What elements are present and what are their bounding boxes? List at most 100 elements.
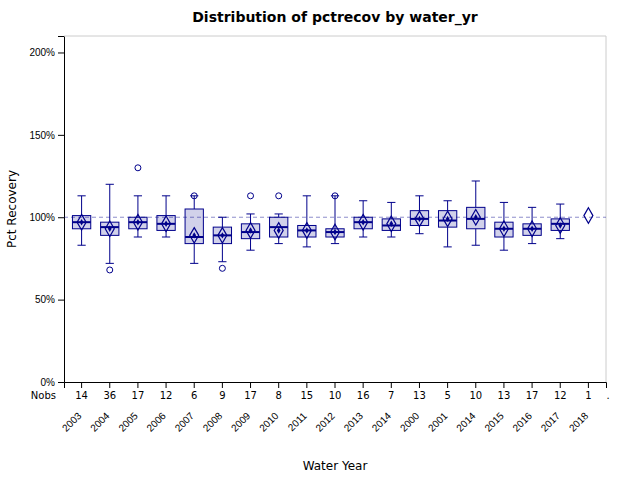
box <box>523 224 541 236</box>
tick-mark <box>391 382 392 388</box>
whisker-cap-lower <box>162 237 170 238</box>
box <box>467 207 485 228</box>
whisker-cap-lower <box>246 250 254 251</box>
tick-label: 2006 <box>144 410 168 434</box>
whisker-lower <box>475 229 476 245</box>
whisker-upper <box>222 217 223 227</box>
nobs-value: 17 <box>526 390 539 401</box>
whisker-cap-upper <box>415 195 423 196</box>
mean-marker <box>387 216 396 232</box>
box-group <box>523 207 541 243</box>
mean-marker <box>471 209 480 225</box>
tick-mark <box>58 382 64 383</box>
tick: 2018 <box>567 382 591 434</box>
whisker-lower <box>503 237 504 250</box>
whisker-cap-lower <box>190 263 198 264</box>
x-axis-title: Water Year <box>303 459 368 473</box>
mean-marker <box>133 214 142 230</box>
tick: 2008 <box>201 382 225 434</box>
whisker-cap-upper <box>275 213 283 214</box>
mean-marker <box>162 216 171 232</box>
tick-label: 100% <box>29 212 55 223</box>
box-group <box>101 184 119 273</box>
frame <box>64 36 606 37</box>
flier <box>135 165 141 171</box>
tick-mark <box>58 217 64 218</box>
chart: Distribution of pctrecov by water_yr0%50… <box>0 0 640 480</box>
whisker-cap-lower <box>134 237 142 238</box>
mean-marker-inner <box>558 222 562 228</box>
tick-mark <box>306 382 307 388</box>
box-group <box>185 193 203 264</box>
tick-mark <box>58 135 64 136</box>
mean-marker-inner <box>389 221 393 227</box>
whisker-cap-lower <box>528 243 536 244</box>
mean-marker <box>302 223 311 239</box>
tick-mark <box>137 382 138 388</box>
nobs-value: 12 <box>554 390 567 401</box>
mean-marker <box>528 221 537 237</box>
flier <box>191 193 197 199</box>
box <box>326 229 344 237</box>
mean-marker <box>190 228 199 244</box>
tick-label: 2001 <box>426 410 450 434</box>
tick: 2001 <box>426 382 450 434</box>
tick: 2010 <box>257 382 281 434</box>
whisker-cap-lower <box>556 238 564 239</box>
tick: 200% <box>29 47 64 58</box>
mean-marker-inner <box>361 219 365 225</box>
y-axis: 0%50%100%150%200% <box>29 37 64 388</box>
mean-marker-inner <box>277 227 281 233</box>
tick-mark <box>81 382 82 388</box>
box <box>72 216 90 229</box>
whisker-upper <box>503 202 504 222</box>
box-group <box>298 196 316 247</box>
mean-marker-inner <box>530 226 534 232</box>
tick-mark <box>560 382 561 388</box>
whisker-lower <box>81 229 82 245</box>
tick-mark <box>194 382 195 388</box>
flier <box>248 193 254 199</box>
nobs-value: 10 <box>329 390 342 401</box>
whisker-cap-upper <box>134 195 142 196</box>
box-group <box>410 196 428 234</box>
tick-mark <box>588 382 589 388</box>
mean-marker <box>274 223 283 239</box>
mean-marker-inner <box>136 219 140 225</box>
mean-marker <box>415 211 424 227</box>
tick-label: 2005 <box>116 410 140 434</box>
tick-label: 2011 <box>286 410 309 433</box>
tick-mark <box>222 382 223 388</box>
nobs-value: 16 <box>357 390 370 401</box>
mean-marker-inner <box>502 226 506 232</box>
whisker-cap-lower <box>415 233 423 234</box>
tick-label: 2014 <box>370 410 394 434</box>
flier <box>219 265 225 271</box>
whisker-cap-lower <box>444 246 452 247</box>
tick-mark <box>58 300 64 301</box>
tick-label: 2013 <box>342 410 366 434</box>
tick-label: 2010 <box>257 410 281 434</box>
nobs-value: 17 <box>244 390 257 401</box>
tick-mark <box>335 382 336 388</box>
mean-marker <box>443 211 452 227</box>
whisker-upper <box>447 201 448 211</box>
whisker-cap-upper <box>472 180 480 181</box>
box-group <box>495 202 513 250</box>
x-axis: 2003200420052006200720082009201020112012… <box>60 382 607 434</box>
tick: 50% <box>35 294 64 305</box>
mean-marker-inner <box>164 221 168 227</box>
axis-domain <box>58 37 65 383</box>
tick-mark <box>419 382 420 388</box>
nobs-value: 12 <box>160 390 173 401</box>
nobs-value: 13 <box>498 390 511 401</box>
whisker-upper <box>475 181 476 207</box>
tick: 150% <box>29 130 64 141</box>
tick-mark <box>475 382 476 388</box>
whisker-lower <box>109 235 110 263</box>
box-group <box>551 204 569 239</box>
whisker-cap-lower <box>500 250 508 251</box>
tick-label: 2003 <box>60 410 84 434</box>
tick-mark <box>58 52 64 53</box>
box-group <box>326 193 344 244</box>
